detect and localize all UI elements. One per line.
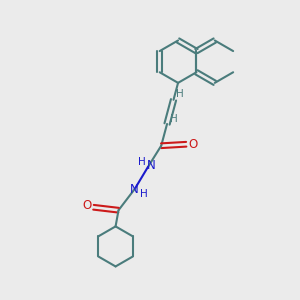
Text: H: H: [176, 89, 184, 100]
Text: O: O: [82, 199, 91, 212]
Text: N: N: [147, 159, 156, 172]
Text: H: H: [169, 114, 177, 124]
Text: N: N: [130, 182, 139, 196]
Text: H: H: [140, 189, 147, 199]
Text: O: O: [188, 138, 197, 151]
Text: H: H: [138, 157, 146, 167]
